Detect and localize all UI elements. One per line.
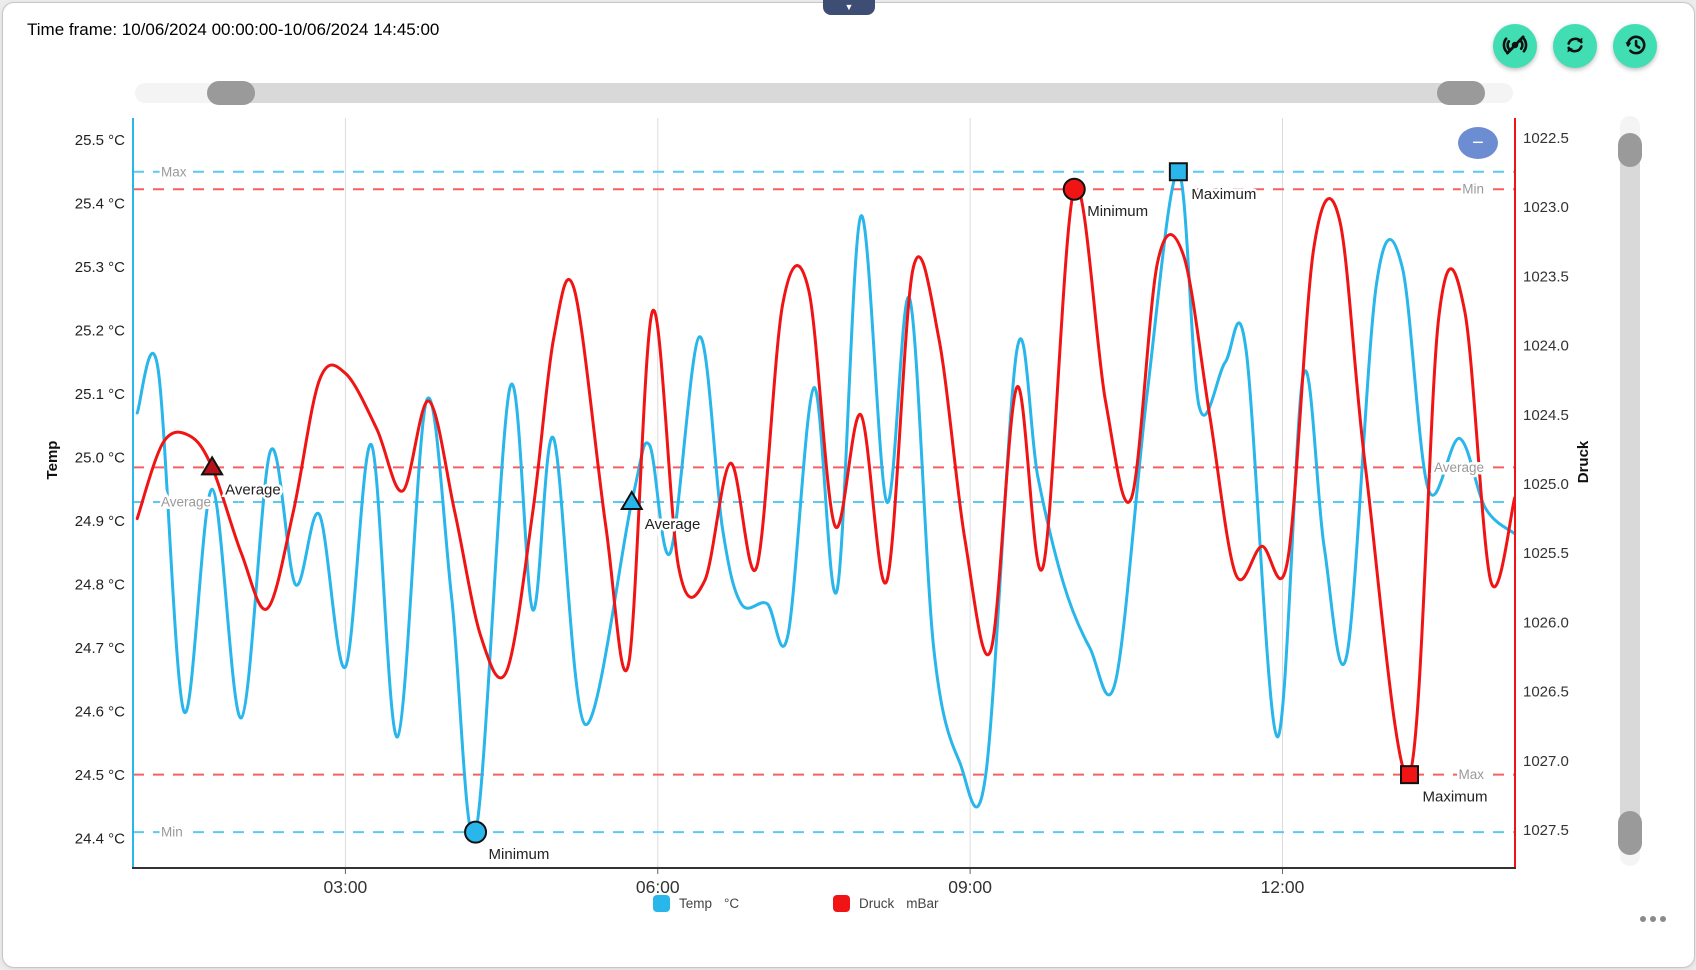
marker-druck-average[interactable] xyxy=(200,455,224,476)
marker-label-temp-maximum: Maximum xyxy=(1191,186,1256,203)
temp-tick-label: 24.6 °C xyxy=(75,704,125,721)
live-updates-off-button[interactable] xyxy=(1493,24,1537,68)
time-frame-label: Time frame: 10/06/2024 00:00:00-10/06/20… xyxy=(27,20,440,39)
chevron-down-icon: ▼ xyxy=(844,2,854,12)
time-scrollbar-range[interactable] xyxy=(231,83,1461,103)
druck-tick-label: 1026.0 xyxy=(1523,614,1569,631)
marker-temp-average[interactable] xyxy=(619,489,644,510)
dot-icon xyxy=(1660,916,1666,922)
value-scrollbar-top-handle[interactable] xyxy=(1618,133,1642,167)
x-axis-tick-label: 06:00 xyxy=(636,877,680,897)
history-icon xyxy=(1622,32,1648,61)
legend-unit: °C xyxy=(724,896,740,911)
druck-tick-label: 1024.0 xyxy=(1523,338,1569,355)
legend-label: Druck xyxy=(859,896,895,911)
live-off-icon xyxy=(1502,32,1528,61)
marker-label-druck-average: Average xyxy=(225,481,281,498)
temp-curve[interactable] xyxy=(135,170,1515,838)
marker-label-temp-minimum: Minimum xyxy=(489,846,550,863)
marker-label-druck-minimum: Minimum xyxy=(1087,203,1148,220)
stat-edge-label-min: Min xyxy=(161,825,183,840)
druck-tick-label: 1026.5 xyxy=(1523,684,1569,701)
marker-temp-maximum[interactable] xyxy=(1168,162,1188,182)
temp-series-swatch xyxy=(653,895,670,912)
temp-axis-title: Temp xyxy=(44,441,61,480)
temp-tick-label: 24.9 °C xyxy=(75,513,125,530)
marker-temp-minimum[interactable] xyxy=(464,820,488,844)
dot-icon xyxy=(1640,916,1646,922)
temp-tick-label: 24.8 °C xyxy=(75,577,125,594)
temp-tick-label: 25.5 °C xyxy=(75,132,125,149)
marker-druck-maximum[interactable] xyxy=(1400,765,1420,785)
value-scrollbar-range[interactable] xyxy=(1620,150,1640,834)
stat-edge-label-min: Min xyxy=(1462,182,1484,197)
x-axis-tick-label: 09:00 xyxy=(948,877,992,897)
dot-icon xyxy=(1650,916,1656,922)
legend-label: Temp xyxy=(679,896,713,911)
druck-tick-label: 1024.5 xyxy=(1523,407,1569,424)
temp-tick-label: 24.5 °C xyxy=(75,767,125,784)
stat-edge-label-average: Average xyxy=(161,494,211,509)
refresh-icon xyxy=(1562,32,1588,61)
temp-tick-label: 25.3 °C xyxy=(75,259,125,276)
refresh-button[interactable] xyxy=(1553,24,1597,68)
temp-tick-label: 25.1 °C xyxy=(75,386,125,403)
stat-edge-label-max: Max xyxy=(1458,767,1484,782)
druck-tick-label: 1022.5 xyxy=(1523,130,1569,147)
time-scrollbar-left-handle[interactable] xyxy=(207,81,255,105)
druck-tick-label: 1027.0 xyxy=(1523,753,1569,770)
legend-item-temp[interactable]: Temp °C xyxy=(653,895,739,912)
temp-tick-label: 25.0 °C xyxy=(75,450,125,467)
druck-tick-label: 1023.0 xyxy=(1523,199,1569,216)
druck-tick-label: 1023.5 xyxy=(1523,268,1569,285)
druck-axis-title: Druck xyxy=(1575,440,1592,483)
legend-unit: mBar xyxy=(906,896,939,911)
x-axis-tick-label: 03:00 xyxy=(324,877,368,897)
marker-druck-minimum[interactable] xyxy=(1062,177,1086,201)
temp-tick-label: 24.4 °C xyxy=(75,831,125,848)
history-button[interactable] xyxy=(1613,24,1657,68)
druck-tick-label: 1027.5 xyxy=(1523,822,1569,839)
druck-tick-label: 1025.5 xyxy=(1523,545,1569,562)
stat-edge-label-max: Max xyxy=(161,164,187,179)
druck-series-swatch xyxy=(833,895,850,912)
more-options-button[interactable] xyxy=(1640,916,1666,922)
legend-item-druck[interactable]: Druck mBar xyxy=(833,895,939,912)
x-axis-tick-label: 12:00 xyxy=(1261,877,1305,897)
druck-tick-label: 1025.0 xyxy=(1523,476,1569,493)
temp-tick-label: 25.4 °C xyxy=(75,196,125,213)
value-scrollbar-bottom-handle[interactable] xyxy=(1618,811,1642,855)
temp-tick-label: 25.2 °C xyxy=(75,323,125,340)
zoom-out-button[interactable]: − xyxy=(1458,127,1498,159)
marker-label-temp-average: Average xyxy=(645,516,701,533)
stat-edge-label-average: Average xyxy=(1434,460,1484,475)
druck-curve[interactable] xyxy=(135,184,1515,778)
time-scrollbar-right-handle[interactable] xyxy=(1437,81,1485,105)
temp-tick-label: 24.7 °C xyxy=(75,640,125,657)
marker-label-druck-maximum: Maximum xyxy=(1423,789,1488,806)
collapse-panel-tab[interactable]: ▼ xyxy=(823,0,875,15)
